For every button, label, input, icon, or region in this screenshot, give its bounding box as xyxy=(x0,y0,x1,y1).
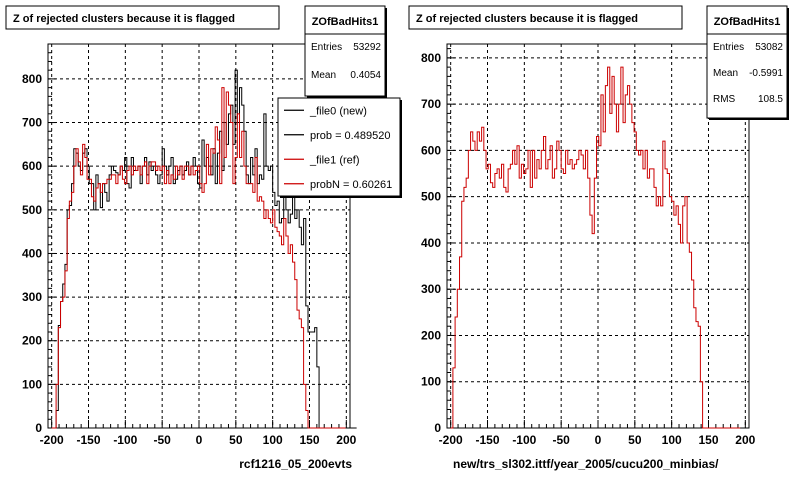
x-tick-label: 100 xyxy=(662,433,682,447)
y-tick-label: 100 xyxy=(22,377,42,391)
y-tick-label: 0 xyxy=(434,421,441,435)
y-tick-label: 300 xyxy=(421,282,441,296)
stats-label: Entries xyxy=(713,42,744,53)
x-tick-label: -150 xyxy=(76,433,100,447)
y-tick-label: 200 xyxy=(421,328,441,342)
x-tick-label: 0 xyxy=(595,433,602,447)
stats-value: 53292 xyxy=(353,42,381,53)
x-tick-label: -50 xyxy=(552,433,570,447)
y-tick-label: 100 xyxy=(421,375,441,389)
right-histogram-panel: -200 -150 -100 -50 0 50 100 150 200 0 100 200 300 400… xyxy=(408,5,789,471)
x-tick-label: 100 xyxy=(263,433,283,447)
y-tick-label: 600 xyxy=(421,143,441,157)
stats-name: ZOfBadHits1 xyxy=(312,16,379,28)
left-histogram-panel: -200 -150 -100 -50 0 50 100 150 200 0 100 200 300 400… xyxy=(5,5,402,471)
chart-title: Z of rejected clusters because it is fla… xyxy=(416,13,638,25)
x-tick-label: -100 xyxy=(512,433,536,447)
legend-label: prob = 0.489520 xyxy=(310,130,390,142)
y-tick-label: 700 xyxy=(22,116,42,130)
x-tick-label: -200 xyxy=(40,433,64,447)
chart-title: Z of rejected clusters because it is fla… xyxy=(13,13,235,25)
stats-value: 0.4054 xyxy=(350,70,381,81)
y-tick-label: 500 xyxy=(22,203,42,217)
y-tick-label: 300 xyxy=(22,290,42,304)
x-axis-label: rcf1216_05_200evts xyxy=(239,457,352,471)
histogram-series xyxy=(450,66,741,429)
y-tick-label: 0 xyxy=(35,421,42,435)
y-tick-label: 200 xyxy=(22,334,42,348)
stats-value: -0.5991 xyxy=(749,68,783,79)
x-tick-label: 150 xyxy=(698,433,718,447)
legend-label: _file1 (ref) xyxy=(309,154,360,166)
histogram-series xyxy=(51,87,346,429)
title-box xyxy=(5,5,280,30)
stats-value: 53082 xyxy=(755,42,783,53)
legend-box xyxy=(277,97,401,197)
stats-label: Mean xyxy=(311,70,336,81)
stats-box xyxy=(304,5,386,97)
y-tick-label: 800 xyxy=(22,72,42,86)
x-tick-label: -50 xyxy=(153,433,171,447)
legend-label: probN = 0.60261 xyxy=(310,179,392,191)
title-box xyxy=(408,5,683,30)
stats-label: Entries xyxy=(311,42,342,53)
x-axis-label: new/trs_sl302.ittf/year_2005/cucu200_min… xyxy=(453,457,719,471)
x-tick-label: -100 xyxy=(113,433,137,447)
x-tick-label: 150 xyxy=(299,433,319,447)
y-tick-label: 600 xyxy=(22,159,42,173)
histogram-series xyxy=(51,69,357,429)
stats-value: 108.5 xyxy=(758,94,783,105)
stats-box xyxy=(706,5,788,119)
x-tick-label: 200 xyxy=(735,433,755,447)
x-tick-label: 50 xyxy=(628,433,642,447)
x-tick-label: 200 xyxy=(336,433,356,447)
grid xyxy=(447,44,749,428)
legend-label: _file0 (new) xyxy=(309,105,367,117)
x-tick-label: 50 xyxy=(229,433,243,447)
stats-name: ZOfBadHits1 xyxy=(714,16,781,28)
stats-label: RMS xyxy=(713,94,736,105)
y-tick-label: 400 xyxy=(22,246,42,260)
y-tick-label: 500 xyxy=(421,190,441,204)
x-tick-label: 0 xyxy=(196,433,203,447)
y-tick-label: 700 xyxy=(421,97,441,111)
y-tick-label: 400 xyxy=(421,236,441,250)
y-tick-label: 800 xyxy=(421,51,441,65)
stats-label: Mean xyxy=(713,68,738,79)
x-tick-label: -150 xyxy=(475,433,499,447)
x-tick-label: -200 xyxy=(439,433,463,447)
